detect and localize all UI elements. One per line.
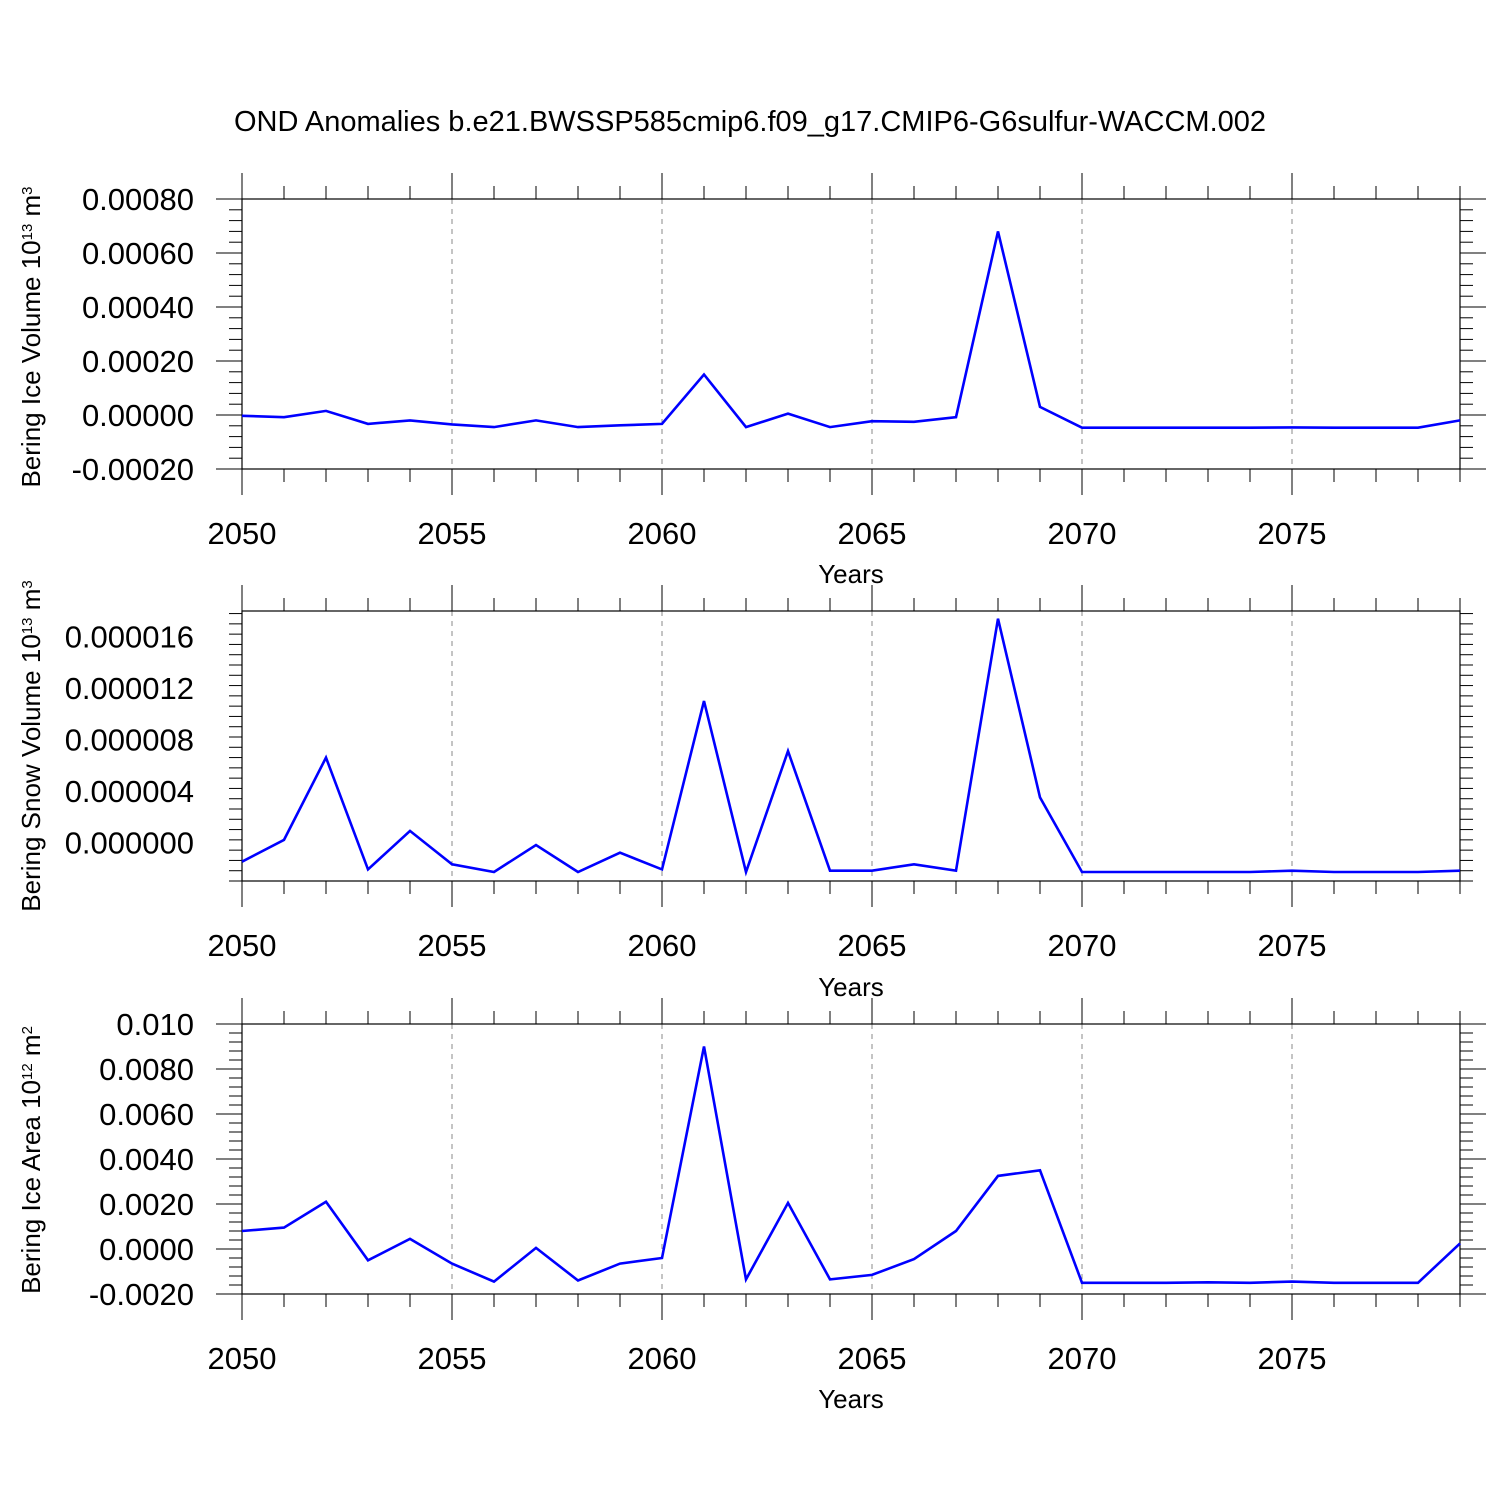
x-tick-label: 2070 [1048,928,1117,963]
x-tick-label: 2050 [208,928,277,963]
y-axis-title-part: 3 [19,186,36,194]
y-tick-label: 0.000004 [65,774,194,809]
y-tick-label: 0.00060 [82,236,194,271]
y-tick-label: 0.0060 [99,1097,194,1132]
x-tick-label: 2050 [208,1341,277,1376]
x-tick-label: 2055 [418,928,487,963]
chart-panel-2: 2050 2055 2060 2065 2070 2075 0.000000 0.000004… [16,580,1473,1002]
y-axis-title-part: m [16,195,46,224]
y-tick-label: -0.00020 [72,452,194,487]
x-axis-title: Years [818,972,884,1002]
y-tick-label: 0.00040 [82,290,194,325]
y-axis-title-part: 13 [19,224,36,241]
y-tick-label: 0.00080 [82,182,194,217]
x-axis-title: Years [818,559,884,589]
y-tick-label: 0.010 [116,1007,194,1042]
x-axis-title: Years [818,1384,884,1414]
series-line [241,231,1461,430]
x-tick-label: 2070 [1048,1341,1117,1376]
x-tick-label: 2055 [418,516,487,551]
x-tick-label: 2075 [1258,928,1327,963]
chart-panel-1: 2050 2055 2060 2065 2070 2075 -0.00020 0.00000 0… [16,173,1486,589]
y-axis-title-part: Bering Snow Volume 10 [16,634,46,912]
y-axis-title-part: m [16,1034,46,1063]
y-axis-title-part: 12 [19,1063,36,1080]
y-tick-label: -0.0020 [89,1277,194,1312]
series-line [241,618,1461,877]
y-tick-label: 0.00020 [82,344,194,379]
chart-panel-3: 2050 2055 2060 2065 2070 2075 -0.0020 0.0000 0.0… [16,998,1486,1414]
y-axis-title-part: m [16,589,46,618]
x-tick-label: 2060 [628,1341,697,1376]
y-axis-title: Bering Snow Volume 1013 m3 [16,580,46,911]
y-axis-title-part: 3 [19,580,36,588]
plot-frame [241,1023,1461,1295]
x-tick-label: 2060 [628,928,697,963]
plot-frame [241,198,1461,470]
x-tick-label: 2065 [838,516,907,551]
x-tick-label: 2075 [1258,516,1327,551]
x-tick-label: 2050 [208,516,277,551]
y-tick-label: 0.0000 [99,1232,194,1267]
y-tick-label: 0.000016 [65,620,194,655]
y-tick-label: 0.0040 [99,1142,194,1177]
y-axis-title-part: Bering Ice Volume 10 [16,240,46,487]
plot-frame [241,610,1461,882]
y-tick-label: 0.000000 [65,825,194,860]
y-axis-title: Bering Ice Area 1012 m2 [16,1026,46,1294]
y-axis-title-part: 13 [19,618,36,635]
series-line [241,1046,1461,1285]
y-tick-label: 0.000008 [65,723,194,758]
x-tick-label: 2070 [1048,516,1117,551]
y-tick-label: 0.000012 [65,671,194,706]
x-tick-label: 2060 [628,516,697,551]
y-tick-label: 0.0020 [99,1187,194,1222]
chart-title: OND Anomalies b.e21.BWSSP585cmip6.f09_g1… [233,106,1267,138]
y-tick-label: 0.00000 [82,398,194,433]
y-axis-title-part: Bering Ice Area 10 [16,1080,46,1294]
x-tick-label: 2075 [1258,1341,1327,1376]
y-tick-label: 0.0080 [99,1052,194,1087]
x-tick-label: 2055 [418,1341,487,1376]
y-axis-title: Bering Ice Volume 1013 m3 [16,186,46,487]
x-tick-label: 2065 [838,1341,907,1376]
y-axis-title-part: 2 [19,1026,36,1034]
x-tick-label: 2065 [838,928,907,963]
